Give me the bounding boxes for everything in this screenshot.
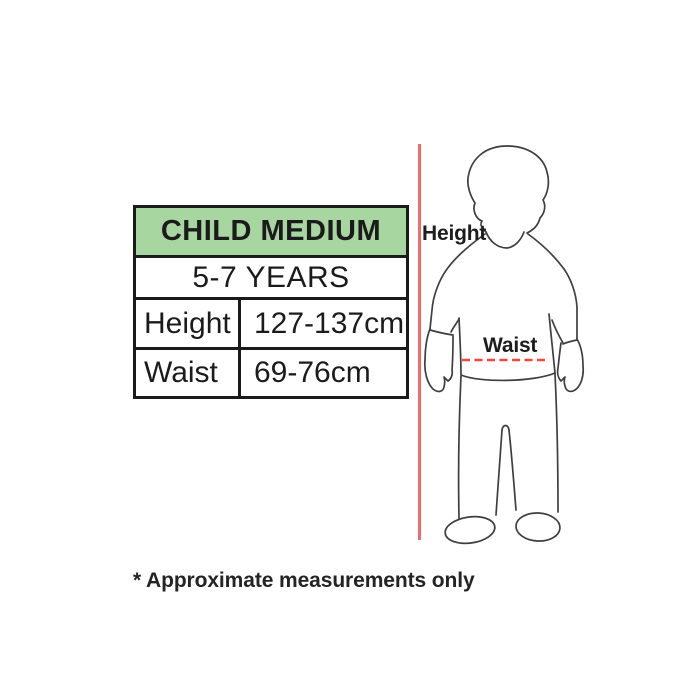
child-figure-illustration bbox=[423, 145, 585, 545]
left-cuff-line bbox=[429, 329, 454, 336]
waist-label-cell: Waist bbox=[136, 350, 241, 396]
footnote: * Approximate measurements only bbox=[133, 569, 475, 592]
age-range-text: 5-7 YEARS bbox=[192, 260, 350, 294]
pants-outer-right-line bbox=[554, 373, 559, 513]
child-head-outline bbox=[467, 145, 550, 234]
right-shoe bbox=[515, 512, 561, 542]
right-hand-outline bbox=[556, 338, 585, 393]
left-shoulder-arm-line bbox=[429, 233, 486, 330]
right-shoulder-arm-line bbox=[527, 233, 578, 340]
torso-left-hem-line bbox=[458, 317, 556, 382]
pants-inner-right-line bbox=[508, 429, 517, 511]
left-shoe bbox=[444, 515, 496, 545]
figure-height-label: Height bbox=[422, 222, 487, 245]
right-cuff-line bbox=[562, 339, 578, 345]
pants-outer-left-line bbox=[457, 375, 462, 519]
left-hand-outline bbox=[423, 328, 454, 393]
size-table: CHILD MEDIUM 5-7 YEARS Height 127-137cm … bbox=[133, 205, 409, 399]
waist-value-cell: 69-76cm bbox=[254, 356, 371, 389]
height-value-cell: 127-137cm bbox=[254, 306, 405, 340]
figure-waist-label: Waist bbox=[483, 334, 538, 357]
child-chin-line bbox=[485, 231, 525, 249]
table-row: Waist 69-76cm bbox=[136, 347, 406, 396]
table-row: Height 127-137cm bbox=[136, 297, 406, 347]
right-inner-arm-line bbox=[551, 319, 564, 344]
height-label-cell: Height bbox=[136, 300, 241, 347]
torso-right-line bbox=[548, 313, 556, 374]
size-table-header-row: CHILD MEDIUM bbox=[136, 208, 406, 255]
pants-inner-left-line bbox=[495, 429, 503, 516]
age-range-row: 5-7 YEARS bbox=[136, 255, 406, 297]
pants-crotch-line bbox=[501, 424, 510, 431]
size-title: CHILD MEDIUM bbox=[160, 215, 382, 247]
left-inner-arm-line bbox=[450, 318, 460, 333]
height-measure-line bbox=[418, 144, 421, 540]
